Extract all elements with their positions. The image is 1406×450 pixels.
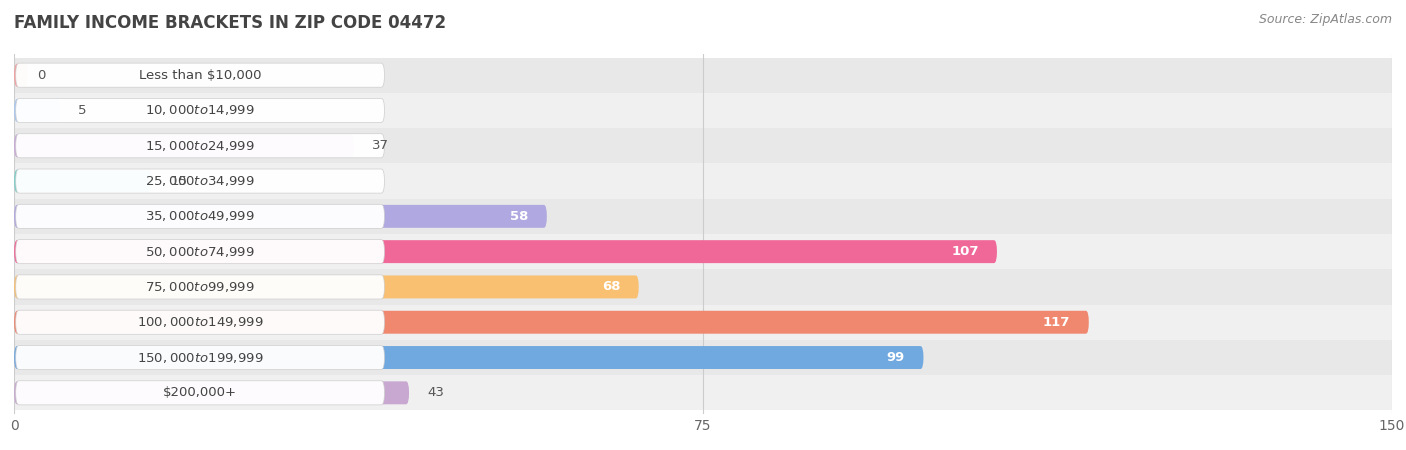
- FancyBboxPatch shape: [14, 346, 924, 369]
- FancyBboxPatch shape: [15, 99, 384, 122]
- Bar: [14, 93, 1392, 128]
- FancyBboxPatch shape: [14, 381, 409, 404]
- Bar: [14, 128, 1392, 163]
- Text: $200,000+: $200,000+: [163, 386, 238, 399]
- Text: 37: 37: [373, 139, 389, 152]
- Bar: [14, 58, 1392, 93]
- Text: $100,000 to $149,999: $100,000 to $149,999: [136, 315, 263, 329]
- FancyBboxPatch shape: [14, 134, 354, 157]
- FancyBboxPatch shape: [14, 64, 28, 87]
- FancyBboxPatch shape: [15, 346, 384, 369]
- Bar: [14, 199, 1392, 234]
- Text: $75,000 to $99,999: $75,000 to $99,999: [145, 280, 254, 294]
- Bar: [14, 269, 1392, 305]
- FancyBboxPatch shape: [15, 63, 384, 87]
- FancyBboxPatch shape: [15, 239, 384, 264]
- Bar: [14, 234, 1392, 269]
- Bar: [14, 340, 1392, 375]
- Text: 99: 99: [887, 351, 905, 364]
- FancyBboxPatch shape: [15, 381, 384, 405]
- FancyBboxPatch shape: [15, 134, 384, 158]
- Text: $25,000 to $34,999: $25,000 to $34,999: [145, 174, 254, 188]
- Text: $150,000 to $199,999: $150,000 to $199,999: [136, 351, 263, 364]
- FancyBboxPatch shape: [14, 170, 152, 193]
- Text: Less than $10,000: Less than $10,000: [139, 69, 262, 82]
- Text: 15: 15: [170, 175, 187, 188]
- Text: FAMILY INCOME BRACKETS IN ZIP CODE 04472: FAMILY INCOME BRACKETS IN ZIP CODE 04472: [14, 14, 446, 32]
- FancyBboxPatch shape: [15, 275, 384, 299]
- FancyBboxPatch shape: [15, 310, 384, 334]
- Text: 0: 0: [37, 69, 45, 82]
- Text: $10,000 to $14,999: $10,000 to $14,999: [145, 104, 254, 117]
- FancyBboxPatch shape: [15, 169, 384, 193]
- FancyBboxPatch shape: [14, 311, 1088, 334]
- Bar: [14, 163, 1392, 199]
- Text: 117: 117: [1043, 316, 1070, 329]
- Text: $15,000 to $24,999: $15,000 to $24,999: [145, 139, 254, 153]
- Text: 43: 43: [427, 386, 444, 399]
- FancyBboxPatch shape: [14, 99, 60, 122]
- FancyBboxPatch shape: [14, 275, 638, 298]
- FancyBboxPatch shape: [15, 204, 384, 229]
- Text: Source: ZipAtlas.com: Source: ZipAtlas.com: [1258, 14, 1392, 27]
- Bar: [14, 305, 1392, 340]
- Text: $50,000 to $74,999: $50,000 to $74,999: [145, 245, 254, 259]
- FancyBboxPatch shape: [14, 240, 997, 263]
- Text: $35,000 to $49,999: $35,000 to $49,999: [145, 209, 254, 223]
- Text: 58: 58: [510, 210, 529, 223]
- Text: 68: 68: [602, 280, 620, 293]
- Text: 107: 107: [950, 245, 979, 258]
- Bar: [14, 375, 1392, 410]
- FancyBboxPatch shape: [14, 205, 547, 228]
- Text: 5: 5: [79, 104, 87, 117]
